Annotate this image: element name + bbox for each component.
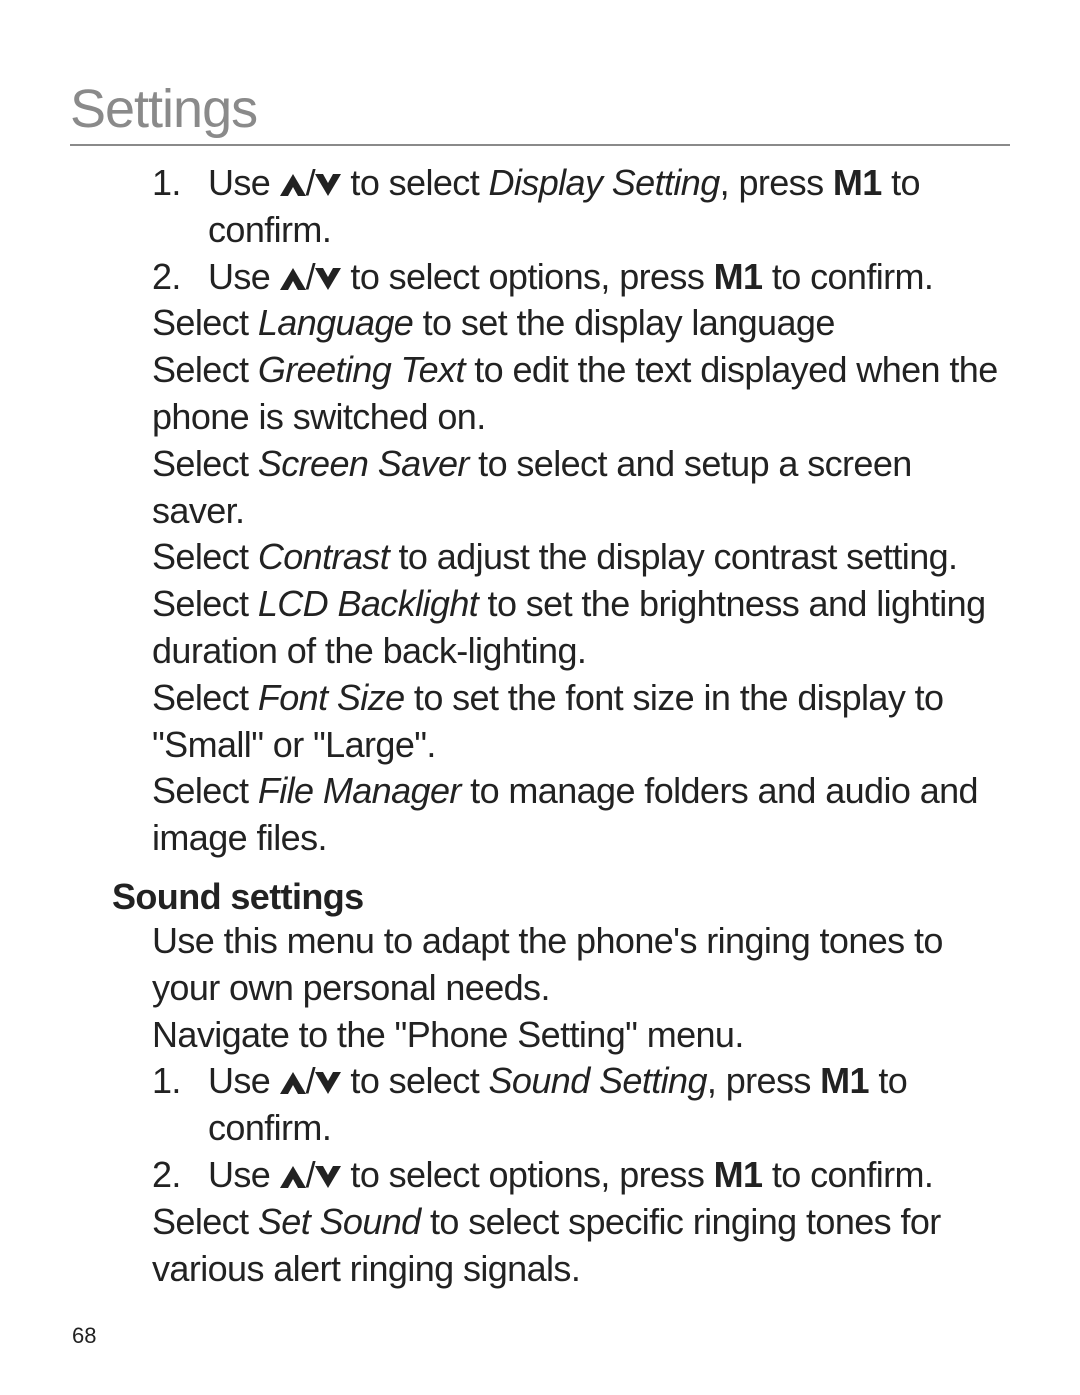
sound-nav: Navigate to the "Phone Setting" menu. [152, 1012, 1010, 1059]
display-step-1: 1. Use / to select Display Setting, pres… [152, 160, 1010, 254]
text: Use [208, 256, 280, 297]
step-number: 1. [152, 160, 208, 254]
down-arrow-icon [315, 256, 341, 297]
key-label: M1 [714, 1154, 763, 1195]
option-greeting-text: Select Greeting Text to edit the text di… [152, 347, 1010, 441]
option-contrast: Select Contrast to adjust the display co… [152, 534, 1010, 581]
down-arrow-icon [315, 162, 341, 203]
text: to confirm. [762, 256, 933, 297]
text: / [306, 1154, 315, 1195]
text: to set the display language [413, 302, 835, 343]
display-step-2: 2. Use / to select options, press M1 to … [152, 254, 1010, 301]
up-arrow-icon [280, 162, 306, 203]
step-number: 1. [152, 1058, 208, 1152]
option-name: Greeting Text [258, 349, 465, 390]
down-arrow-icon [315, 1060, 341, 1101]
text: Select [152, 583, 258, 624]
option-name: Set Sound [258, 1201, 421, 1242]
option-file-manager: Select File Manager to manage folders an… [152, 768, 1010, 862]
option-lcd-backlight: Select LCD Backlight to set the brightne… [152, 581, 1010, 675]
key-label: M1 [833, 162, 882, 203]
key-label: M1 [714, 256, 763, 297]
text: Select [152, 1201, 258, 1242]
text: to adjust the display contrast setting. [389, 536, 957, 577]
sound-step-1: 1. Use / to select Sound Setting, press … [152, 1058, 1010, 1152]
step-number: 2. [152, 254, 208, 301]
page-title: Settings [70, 78, 1010, 140]
option-language: Select Language to set the display langu… [152, 300, 1010, 347]
text: Select [152, 443, 258, 484]
text: Use [208, 1154, 280, 1195]
menu-item: Sound Setting [489, 1060, 707, 1101]
text: to select [341, 162, 488, 203]
text: to select [341, 1060, 488, 1101]
text: Use [208, 1060, 280, 1101]
text: Select [152, 349, 258, 390]
text: to confirm. [762, 1154, 933, 1195]
page-number: 68 [72, 1323, 96, 1349]
step-text: Use / to select options, press M1 to con… [208, 1152, 1010, 1199]
body-content: 1. Use / to select Display Setting, pres… [70, 160, 1010, 862]
up-arrow-icon [280, 1060, 306, 1101]
option-name: Language [258, 302, 413, 343]
option-name: Screen Saver [258, 443, 469, 484]
step-text: Use / to select options, press M1 to con… [208, 254, 1010, 301]
option-screen-saver: Select Screen Saver to select and setup … [152, 441, 1010, 535]
text: Select [152, 677, 258, 718]
option-font-size: Select Font Size to set the font size in… [152, 675, 1010, 769]
text: , press [720, 162, 833, 203]
step-text: Use / to select Sound Setting, press M1 … [208, 1058, 1010, 1152]
text: / [306, 1060, 315, 1101]
sound-intro: Use this menu to adapt the phone's ringi… [152, 918, 1010, 1012]
text: Select [152, 302, 258, 343]
text: , press [707, 1060, 820, 1101]
text: Select [152, 536, 258, 577]
title-rule [70, 144, 1010, 146]
step-text: Use / to select Display Setting, press M… [208, 160, 1010, 254]
sound-step-2: 2. Use / to select options, press M1 to … [152, 1152, 1010, 1199]
sound-settings-heading: Sound settings [112, 876, 1010, 918]
option-name: LCD Backlight [258, 583, 478, 624]
text: to select options, press [341, 256, 714, 297]
key-label: M1 [820, 1060, 869, 1101]
menu-item: Display Setting [489, 162, 720, 203]
up-arrow-icon [280, 256, 306, 297]
option-set-sound: Select Set Sound to select specific ring… [152, 1199, 1010, 1293]
text: Use [208, 162, 280, 203]
manual-page: Settings 1. Use / to select Display Sett… [0, 0, 1080, 1395]
sound-body: Use this menu to adapt the phone's ringi… [70, 918, 1010, 1292]
text: to select options, press [341, 1154, 714, 1195]
option-name: File Manager [258, 770, 461, 811]
text: Select [152, 770, 258, 811]
down-arrow-icon [315, 1154, 341, 1195]
text: / [306, 162, 315, 203]
text: / [306, 256, 315, 297]
up-arrow-icon [280, 1154, 306, 1195]
option-name: Font Size [258, 677, 405, 718]
step-number: 2. [152, 1152, 208, 1199]
option-name: Contrast [258, 536, 389, 577]
